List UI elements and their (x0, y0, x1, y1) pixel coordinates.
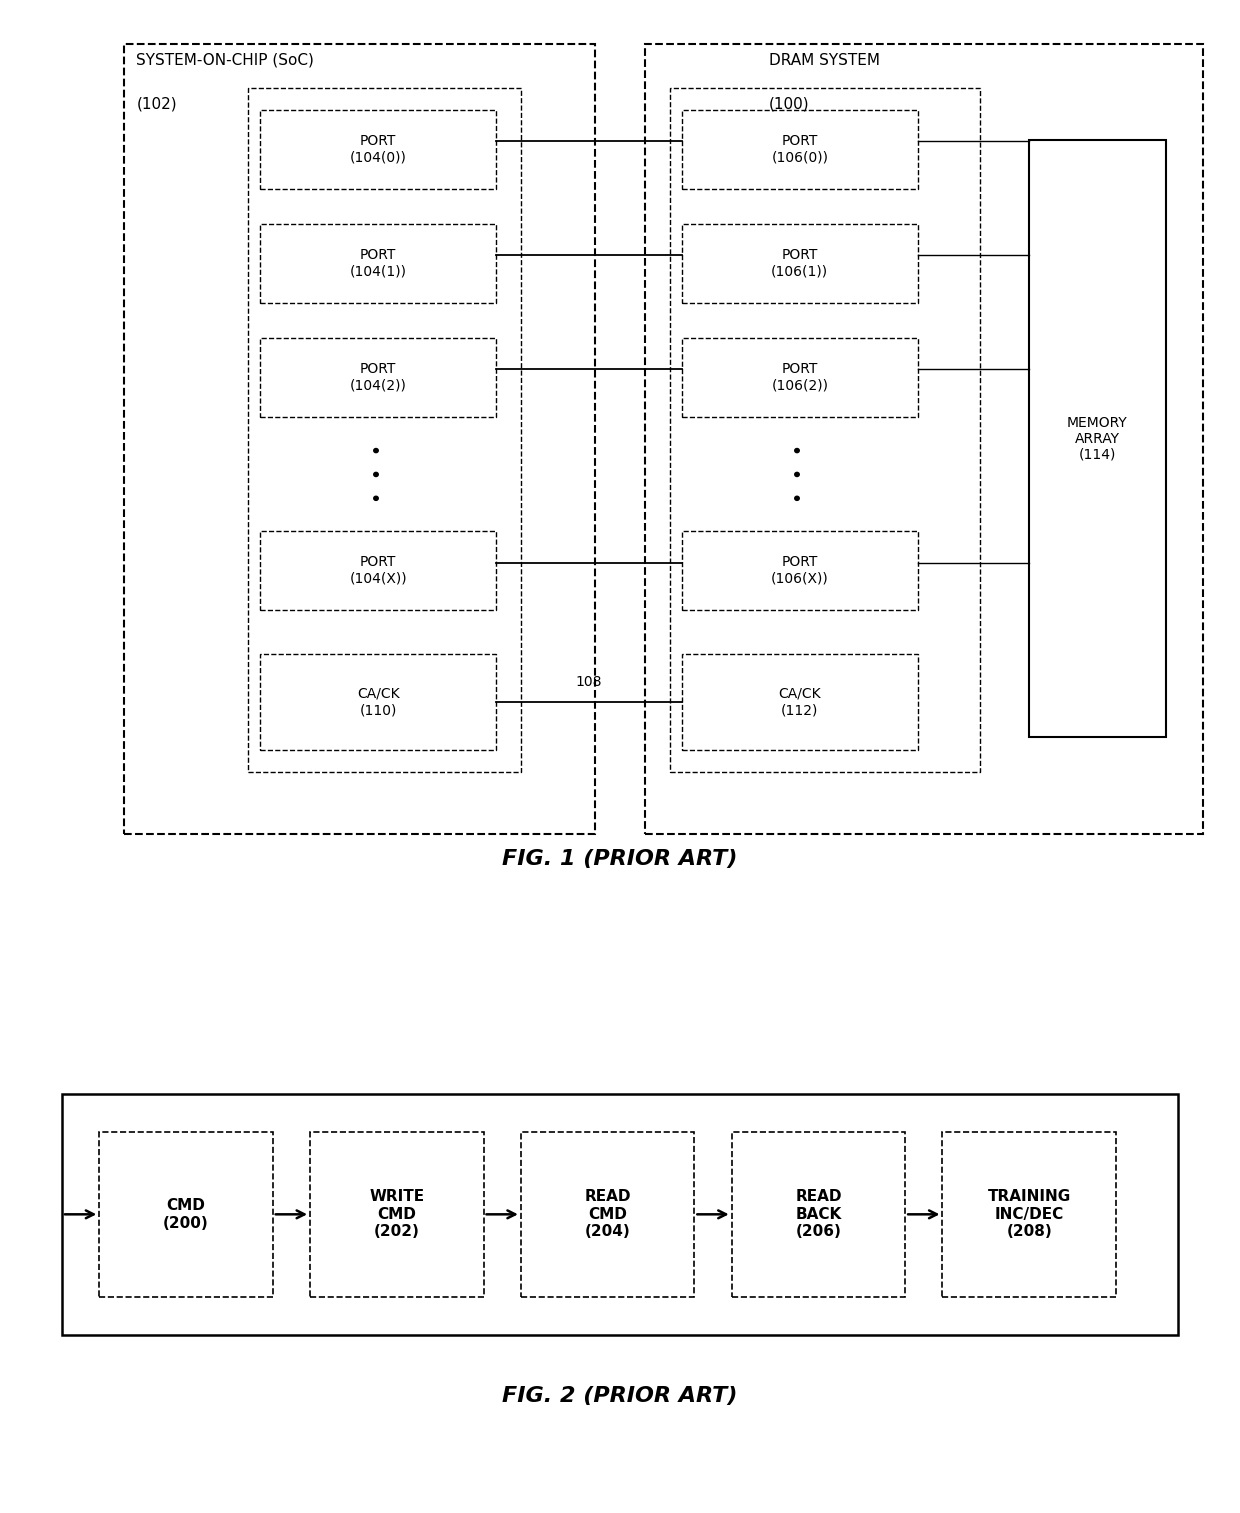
Bar (670, 88, 980, 772)
Text: PORT
(104(2)): PORT (104(2)) (350, 362, 407, 392)
Bar (260, 110, 496, 189)
Text: FIG. 2 (PRIOR ART): FIG. 2 (PRIOR ART) (502, 1386, 738, 1406)
Bar (260, 337, 496, 418)
Bar (124, 44, 595, 834)
Text: (102): (102) (136, 97, 177, 112)
Bar (682, 224, 918, 303)
Bar (99, 1132, 273, 1297)
Text: PORT
(106(X)): PORT (106(X)) (771, 555, 828, 586)
Bar (682, 337, 918, 418)
Bar (310, 1132, 484, 1297)
Text: PORT
(104(0)): PORT (104(0)) (350, 135, 407, 165)
Bar (248, 88, 521, 772)
Bar (645, 44, 1203, 834)
Bar (260, 531, 496, 610)
Text: CA/CK
(110): CA/CK (110) (357, 687, 399, 717)
Text: READ
CMD
(204): READ CMD (204) (584, 1189, 631, 1239)
Bar (682, 531, 918, 610)
Text: FIG. 1 (PRIOR ART): FIG. 1 (PRIOR ART) (502, 849, 738, 868)
Text: PORT
(104(1)): PORT (104(1)) (350, 248, 407, 278)
Bar (682, 654, 918, 750)
Text: PORT
(106(1)): PORT (106(1)) (771, 248, 828, 278)
Bar (260, 224, 496, 303)
Text: •  •  •: • • • (368, 445, 388, 504)
Text: PORT
(106(2)): PORT (106(2)) (771, 362, 828, 392)
Text: CMD
(200): CMD (200) (164, 1198, 208, 1230)
Text: 108: 108 (575, 675, 603, 688)
Text: WRITE
CMD
(202): WRITE CMD (202) (370, 1189, 424, 1239)
Bar (1029, 141, 1166, 737)
Bar (62, 1094, 1178, 1334)
Text: TRAINING
INC/DEC
(208): TRAINING INC/DEC (208) (987, 1189, 1071, 1239)
Text: PORT
(104(X)): PORT (104(X)) (350, 555, 407, 586)
Text: PORT
(106(0)): PORT (106(0)) (771, 135, 828, 165)
Text: READ
BACK
(206): READ BACK (206) (795, 1189, 842, 1239)
Bar (521, 1132, 694, 1297)
Text: MEMORY
ARRAY
(114): MEMORY ARRAY (114) (1068, 416, 1127, 461)
Text: •  •  •: • • • (790, 445, 810, 504)
Bar (682, 110, 918, 189)
Text: CA/CK
(112): CA/CK (112) (779, 687, 821, 717)
Text: DRAM SYSTEM: DRAM SYSTEM (769, 53, 880, 68)
Text: SYSTEM-ON-CHIP (SoC): SYSTEM-ON-CHIP (SoC) (136, 53, 314, 68)
Bar (732, 1132, 905, 1297)
Bar (942, 1132, 1116, 1297)
Text: (100): (100) (769, 97, 810, 112)
Bar (260, 654, 496, 750)
